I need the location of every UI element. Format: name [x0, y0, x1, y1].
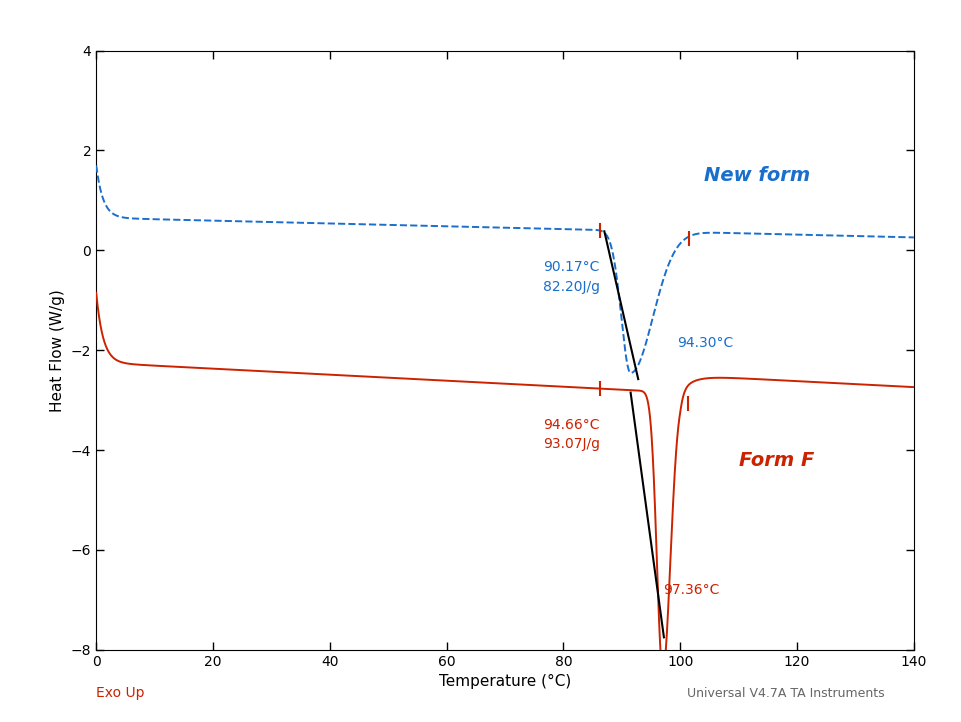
Y-axis label: Heat Flow (W/g): Heat Flow (W/g) — [50, 289, 65, 412]
Text: 94.30°C: 94.30°C — [677, 336, 733, 349]
Text: Exo Up: Exo Up — [96, 686, 144, 700]
X-axis label: Temperature (°C): Temperature (°C) — [438, 674, 571, 690]
Text: Universal V4.7A TA Instruments: Universal V4.7A TA Instruments — [687, 687, 884, 700]
Text: 90.17°C
82.20J/g: 90.17°C 82.20J/g — [542, 261, 600, 294]
Text: Form F: Form F — [738, 451, 813, 469]
Text: 97.36°C: 97.36°C — [662, 583, 719, 597]
Text: New form: New form — [702, 166, 809, 185]
Text: 94.66°C
93.07J/g: 94.66°C 93.07J/g — [542, 417, 600, 451]
